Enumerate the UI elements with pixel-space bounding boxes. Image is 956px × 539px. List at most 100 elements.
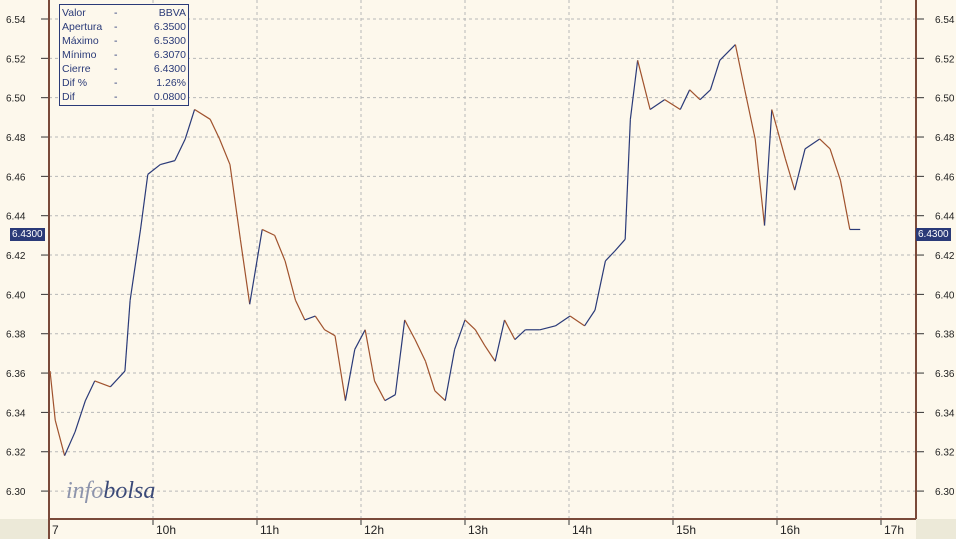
price-segment [414,339,427,362]
info-sep: - [114,63,118,75]
info-row: Mínimo - 6.3070 [62,48,186,62]
y-tick-label-right: 6.40 [935,290,955,301]
price-segment [709,60,721,90]
info-label: Valor [62,7,86,19]
y-tick-label-right: 6.46 [935,172,955,183]
info-value: 6.3070 [153,49,186,61]
y-tick-label-right: 6.32 [935,448,955,459]
price-segment [434,390,446,402]
price-segment [139,174,149,230]
price-segment [454,319,466,350]
info-label: Cierre [62,63,91,75]
price-segment [249,229,263,305]
price-segment [569,315,585,327]
y-tick-label-left: 6.38 [6,330,26,341]
price-segment [819,138,831,150]
price-segment [354,329,366,350]
price-segment [84,380,96,401]
price-segment [474,329,486,346]
info-box: Valor - BBVA Apertura -6.3500 Máximo -6.5300 Mí… [59,4,189,106]
price-segment [424,361,436,391]
price-segment [514,329,526,341]
info-label: Máximo [62,35,99,47]
x-tick-label: 16h [780,523,800,537]
price-segment [624,119,631,240]
y-tick-label-right: 6.54 [935,15,955,26]
y-tick-label-right: 6.48 [935,133,955,144]
price-segment [344,349,356,401]
info-value: 6.5300 [153,35,186,47]
price-segment [754,138,766,226]
price-segment [689,89,701,101]
price-segment [194,108,211,120]
price-segment [744,89,756,140]
price-segment [734,44,746,90]
info-row: Valor - BBVA [62,6,186,20]
price-segment [74,400,86,433]
info-value: BBVA [158,7,186,19]
y-tick-label-left: 6.36 [6,369,26,380]
x-tick-label: 14h [572,523,592,537]
y-tick-label-right: 6.44 [935,212,955,223]
info-sep: - [114,91,118,103]
logo-part1: info [66,478,104,504]
last-value-tag-left: 6.4300 [10,228,45,241]
y-tick-label-left: 6.30 [6,487,26,498]
price-segment [719,44,736,61]
price-segment [160,160,175,166]
price-segment [503,319,516,340]
y-tick-label-left: 6.42 [6,251,26,262]
price-segment [54,420,66,456]
price-segment [784,158,796,191]
price-segment [494,319,506,362]
price-segment [614,238,626,252]
price-segment [129,229,142,301]
info-label: Dif [62,91,75,103]
price-segment [219,138,231,165]
price-segment [539,325,556,331]
price-segment [664,99,681,110]
y-tick-label-right: 6.30 [935,487,955,498]
price-segment [304,315,316,321]
price-segment [94,380,111,388]
price-segment [699,89,711,101]
price-segment [364,329,376,382]
info-label: Mínimo [62,49,97,61]
info-row: Dif - 0.0800 [62,90,186,104]
price-segment [464,319,476,331]
y-tick-label-left: 6.54 [6,15,26,26]
info-row: Cierre - 6.4300 [62,62,186,76]
info-value: 6.4300 [153,63,186,75]
price-segment [274,235,286,262]
price-segment [64,431,76,456]
price-segment [594,260,606,311]
info-sep: - [114,21,118,33]
info-row: Apertura - 6.3500 [62,20,186,34]
info-value: 0.0800 [153,91,186,103]
logo-part2: bolsa [103,478,156,504]
info-label: Dif % [62,77,88,89]
y-tick-label-right: 6.36 [935,369,955,380]
price-segment [284,260,297,301]
y-tick-label-left: 6.44 [6,212,26,223]
last-value-tag-right: 6.4300 [916,228,951,241]
info-sep: - [114,35,118,47]
x-axis-area [49,519,916,539]
y-tick-label-left: 6.46 [6,172,26,183]
y-tick-label-left: 6.34 [6,408,26,419]
y-tick-label-left: 6.52 [6,54,26,65]
price-segment [839,180,851,230]
price-segment [184,109,196,140]
price-segment [804,138,820,150]
price-segment [49,371,56,421]
price-segment [124,300,131,372]
price-segment [679,89,691,110]
info-value: 1.26% [156,77,186,89]
info-sep: - [114,49,118,61]
x-tick-label: 15h [676,523,696,537]
price-segment [239,239,251,305]
price-segment [829,148,842,181]
price-segment [763,109,773,226]
price-segment [373,380,386,401]
